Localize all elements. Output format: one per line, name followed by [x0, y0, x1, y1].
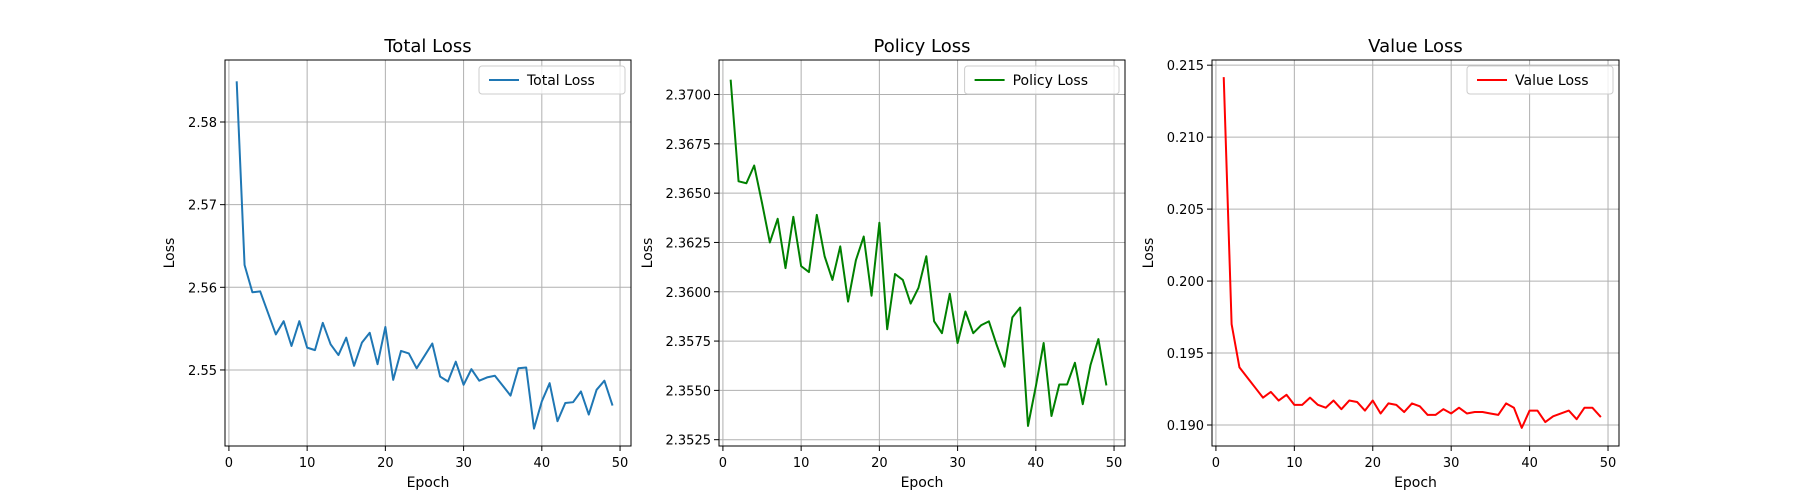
x-tick-label: 10	[299, 456, 316, 471]
chart-panel-3: 0 10 20 30 40 50 0.190 0.195 0.200 0.205 0.210 0.21…	[1141, 36, 1620, 491]
series-line-3-1	[1222, 77, 1602, 429]
x-tick-label: 30	[455, 456, 472, 471]
x-tick-label: 50	[1600, 456, 1617, 471]
legend: Total Loss	[478, 65, 626, 95]
plot-frame	[1211, 59, 1620, 447]
y-tick-label: 2.57	[188, 199, 217, 214]
y-tick-label: 2.3525	[666, 434, 712, 449]
x-tick-label: 40	[1028, 456, 1045, 471]
y-tick-label: 2.3700	[666, 89, 712, 104]
series-line-1-1	[235, 81, 614, 430]
legend-box	[478, 65, 626, 95]
x-tick-label: 50	[1106, 456, 1123, 471]
x-tick-label: 0	[719, 456, 727, 471]
x-tick-label: 20	[871, 456, 888, 471]
y-axis-label: Loss	[640, 238, 656, 269]
legend-label: Policy Loss	[1013, 73, 1088, 89]
x-tick-label: 20	[1364, 456, 1381, 471]
series-line-2-1	[729, 79, 1108, 427]
chart-title: Value Loss	[1368, 36, 1463, 57]
y-tick-label: 2.56	[188, 281, 217, 296]
x-tick-label: 30	[949, 456, 966, 471]
y-tick-label: 2.58	[188, 116, 217, 131]
y-tick-label: 0.210	[1167, 131, 1204, 146]
legend: Policy Loss	[964, 65, 1120, 95]
y-tick-label: 2.55	[188, 364, 217, 379]
x-axis-label: Epoch	[407, 475, 450, 491]
y-tick-label: 0.200	[1167, 275, 1204, 290]
x-tick-label: 0	[225, 456, 233, 471]
legend-box	[964, 65, 1120, 95]
y-tick-label: 2.3650	[666, 187, 712, 202]
y-axis-label: Loss	[162, 238, 178, 269]
y-tick-label: 2.3675	[666, 138, 712, 153]
y-tick-label: 0.195	[1167, 347, 1204, 362]
x-tick-label: 0	[1212, 456, 1220, 471]
legend-box	[1466, 65, 1614, 95]
chart-title: Total Loss	[383, 36, 471, 57]
x-tick-label: 40	[534, 456, 551, 471]
x-tick-label: 30	[1443, 456, 1460, 471]
y-tick-label: 0.205	[1167, 203, 1204, 218]
legend-label: Total Loss	[526, 73, 595, 89]
y-tick-label: 0.190	[1167, 419, 1204, 434]
chart-panel-2: 0 10 20 30 40 50 2.3525 2.3550 2.3575 2.3600 2.362…	[640, 36, 1126, 491]
y-tick-label: 2.3600	[666, 286, 712, 301]
x-tick-label: 10	[793, 456, 810, 471]
y-tick-label: 2.3575	[666, 335, 712, 350]
y-tick-label: 0.215	[1167, 59, 1204, 74]
y-tick-label: 2.3625	[666, 236, 712, 251]
x-tick-label: 20	[377, 456, 394, 471]
plot-frame	[224, 59, 632, 447]
x-axis-label: Epoch	[901, 475, 944, 491]
y-tick-label: 2.3550	[666, 384, 712, 399]
x-tick-label: 50	[612, 456, 629, 471]
chart-panel-1: 0 10 20 30 40 50 2.55 2.56 2.57 2.58 Total Loss Epo…	[162, 36, 632, 491]
x-axis-label: Epoch	[1394, 475, 1437, 491]
x-tick-label: 10	[1286, 456, 1303, 471]
legend: Value Loss	[1466, 65, 1614, 95]
legend-label: Value Loss	[1515, 73, 1589, 89]
y-axis-label: Loss	[1141, 238, 1157, 269]
plot-frame	[718, 59, 1126, 447]
chart-title: Policy Loss	[874, 36, 971, 57]
x-tick-label: 40	[1521, 456, 1538, 471]
